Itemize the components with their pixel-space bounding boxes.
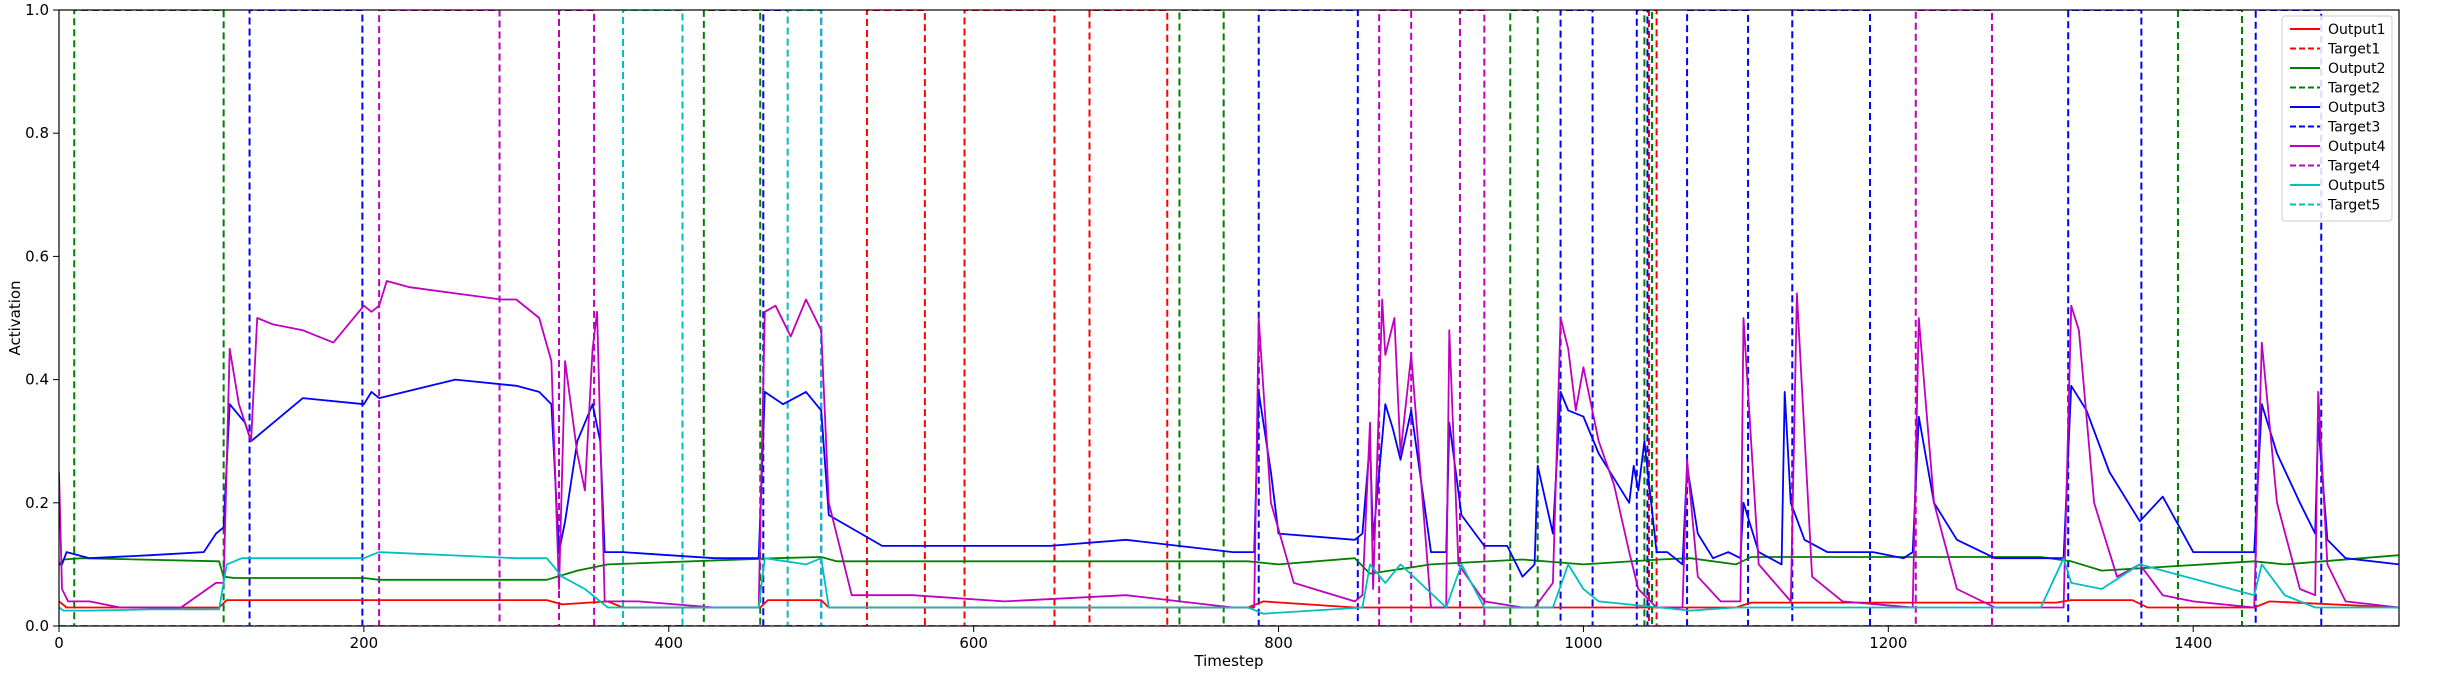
x-tick-label: 800 [1264,634,1293,652]
x-tick-label: 1200 [1869,634,1907,652]
series-line-output4 [59,280,2399,609]
legend-label-target1: Target1 [2327,42,2380,58]
legend-label-output3: Output3 [2328,100,2386,116]
x-tick-label: 0 [54,634,64,652]
y-axis-label: Activation [6,280,24,355]
x-tick-label: 200 [350,634,379,652]
series-line-target1 [59,10,2399,626]
series-line-target2 [59,10,2399,626]
y-tick-label: 0.8 [25,124,49,142]
legend-label-target3: Target3 [2327,120,2380,136]
series-line-output5 [59,551,2399,615]
y-tick-label: 0.0 [25,617,49,635]
axes: 0 200 400 600 800 1000 1200 1400 0.0 0.2 0.4 0.6 0.8… [6,1,2400,670]
y-tick-label: 0.2 [25,494,49,512]
legend-label-target5: Target5 [2327,198,2380,214]
x-axis-label: Timestep [1193,652,1263,670]
legend-label-output4: Output4 [2328,139,2386,155]
legend-label-target2: Target2 [2327,81,2380,97]
y-tick-label: 0.4 [25,371,49,389]
legend: Output1 Target1 Output2 Target2 Output3 Targe… [2281,15,2393,222]
x-tick-label: 1000 [1564,634,1602,652]
legend-label-output1: Output1 [2328,22,2386,38]
legend-label-output5: Output5 [2328,178,2386,194]
plot-frame [58,9,2400,627]
legend-label-target4: Target4 [2327,159,2380,175]
series-line-output3 [59,378,2399,578]
y-tick-label: 0.6 [25,247,49,265]
legend-label-output2: Output2 [2328,61,2386,77]
series-line-target3 [59,10,2399,626]
x-tick-label: 1400 [2174,634,2212,652]
series-line-target4 [59,10,2399,626]
output-lines [59,280,2399,615]
x-tick-label: 400 [654,634,683,652]
target-lines [59,10,2399,626]
y-tick-label: 1.0 [25,1,49,19]
x-tick-label: 600 [959,634,988,652]
series-line-target5 [59,10,2399,626]
